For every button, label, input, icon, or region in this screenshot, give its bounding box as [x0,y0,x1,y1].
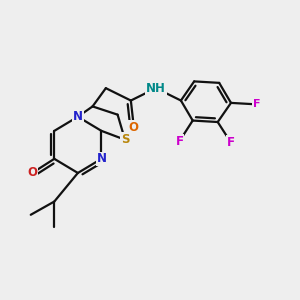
Text: N: N [73,110,83,123]
Text: F: F [253,99,260,110]
Text: N: N [96,152,106,165]
Text: S: S [121,133,129,146]
Text: O: O [27,167,37,179]
Text: NH: NH [146,82,166,95]
Text: O: O [129,121,139,134]
Text: F: F [176,135,183,148]
Text: F: F [227,136,235,149]
